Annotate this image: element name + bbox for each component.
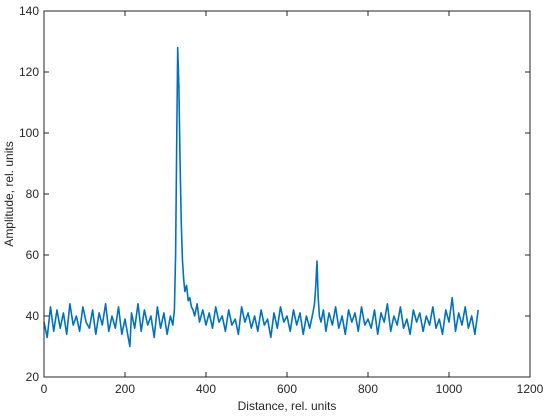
y-tick-label: 140 — [19, 4, 39, 18]
x-axis-ticks: 0 200 400 600 800 1000 1200 — [41, 11, 544, 396]
y-axis-ticks: 20 40 60 80 100 120 140 — [19, 4, 530, 384]
plot-frame — [43, 10, 531, 378]
y-tick-label: 40 — [26, 309, 40, 323]
x-tick-label: 200 — [115, 382, 135, 396]
x-tick-label: 0 — [41, 382, 48, 396]
y-axis-title: Amplitude, rel. units — [2, 141, 16, 246]
series-layer — [43, 46, 479, 348]
x-tick-label: 600 — [277, 382, 297, 396]
x-axis-title: Distance, rel. units — [238, 399, 337, 413]
x-tick-label: 800 — [358, 382, 378, 396]
x-tick-label: 1200 — [517, 382, 544, 396]
x-tick-label: 400 — [196, 382, 216, 396]
x-tick-label: 1000 — [436, 382, 463, 396]
series-line-1 — [43, 46, 479, 348]
y-tick-label: 20 — [26, 370, 40, 384]
y-tick-label: 100 — [19, 126, 39, 140]
y-tick-label: 80 — [26, 187, 40, 201]
y-tick-label: 120 — [19, 65, 39, 79]
y-tick-label: 60 — [26, 248, 40, 262]
